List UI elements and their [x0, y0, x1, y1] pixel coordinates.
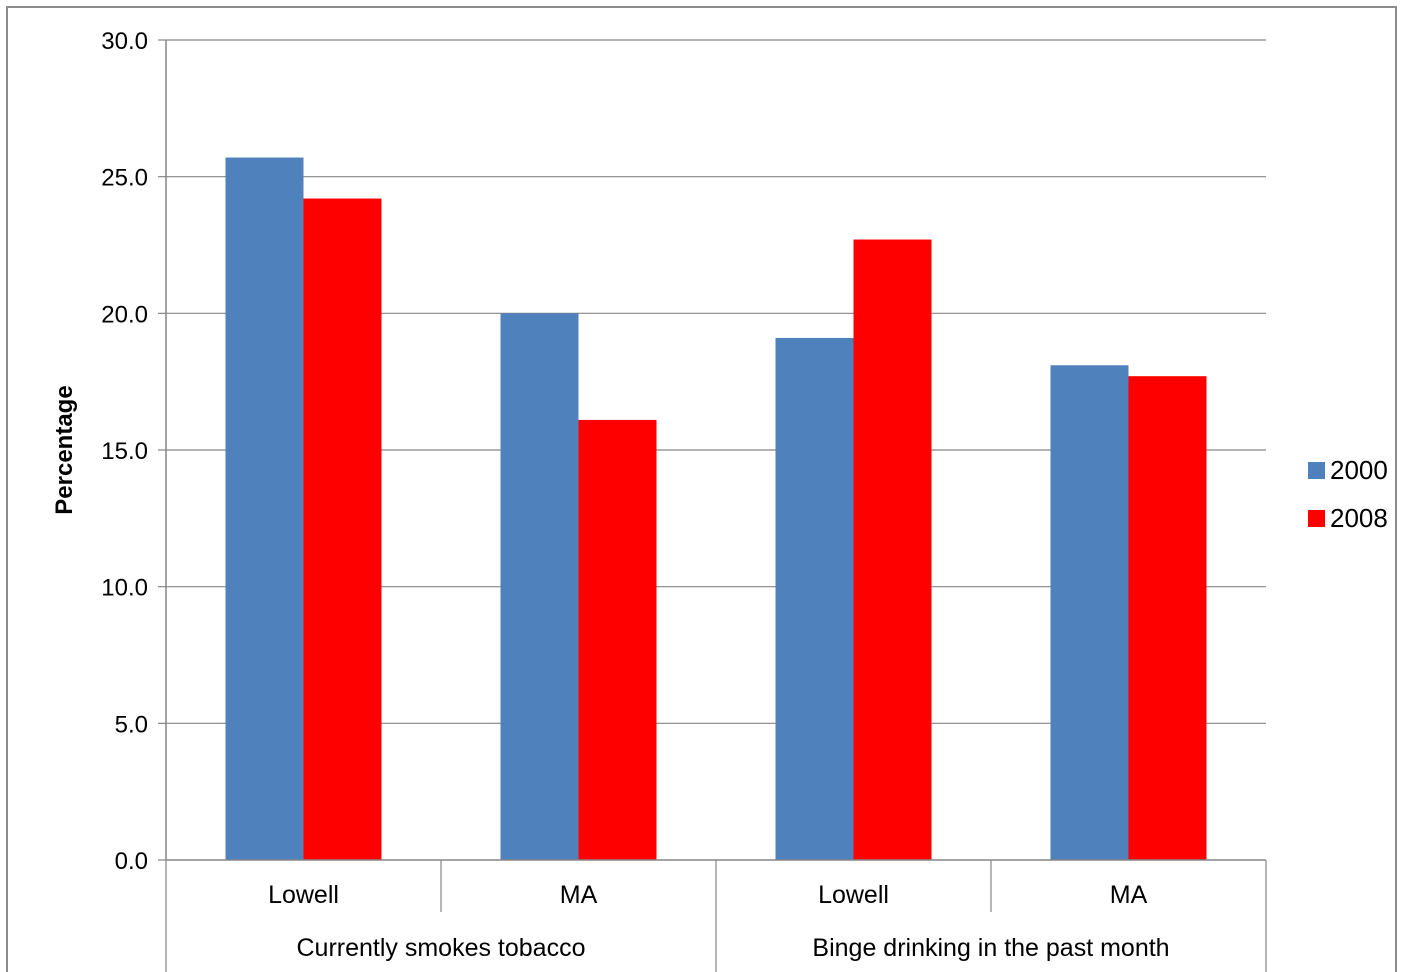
y-tick-label: 15.0 — [101, 438, 148, 465]
bar-2000-2 — [775, 337, 854, 860]
x-category-label: MA — [560, 881, 598, 909]
x-category-label: MA — [1110, 881, 1148, 909]
y-tick-label: 0.0 — [115, 848, 148, 875]
y-tick-label: 30.0 — [101, 28, 148, 55]
x-group-label: Currently smokes tobacco — [296, 934, 585, 962]
legend-label-2008: 2008 — [1330, 503, 1388, 533]
y-tick-label: 25.0 — [101, 165, 148, 192]
legend: 2000 2008 — [1308, 455, 1388, 533]
x-group-label: Binge drinking in the past month — [812, 934, 1169, 962]
bar-2008-0 — [303, 198, 382, 861]
y-tick-label: 10.0 — [101, 575, 148, 602]
y-tick-label: 5.0 — [115, 711, 148, 738]
y-tick-label: 20.0 — [101, 301, 148, 328]
bars — [225, 157, 1207, 861]
bar-2000-0 — [225, 157, 304, 861]
bar-2008-3 — [1128, 376, 1207, 860]
legend-swatch-2008 — [1308, 510, 1325, 527]
bar-2000-3 — [1050, 365, 1129, 860]
y-tick-labels: 0.0 5.0 10.0 15.0 20.0 25.0 30.0 — [101, 28, 166, 875]
x-category-labels: Lowell MA Lowell MA Currently smokes tobacco… — [165, 860, 1267, 972]
x-category-label: Lowell — [268, 881, 339, 909]
bar-2008-2 — [853, 239, 932, 861]
legend-swatch-2000 — [1308, 462, 1325, 479]
x-category-label: Lowell — [818, 881, 889, 909]
bar-2000-1 — [500, 313, 579, 860]
bar-2008-1 — [578, 419, 657, 860]
y-axis-label: Percentage — [51, 385, 78, 514]
legend-label-2000: 2000 — [1330, 455, 1388, 485]
